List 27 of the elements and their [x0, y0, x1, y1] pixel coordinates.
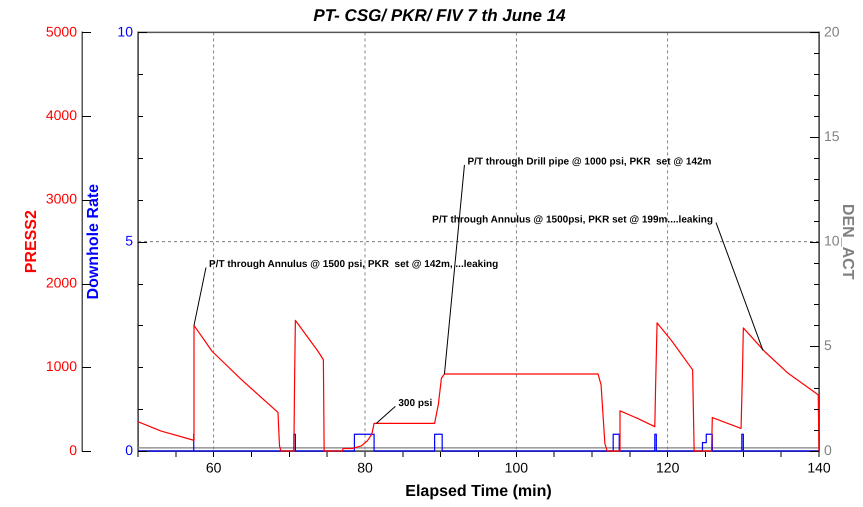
y-tick-label: 3000 [46, 190, 78, 207]
x-tick-label: 100 [504, 459, 528, 476]
x-tick-label: 60 [206, 459, 222, 476]
x-tick-label: 80 [357, 459, 373, 476]
y-tick-label: 0 [69, 442, 78, 458]
y3-tick-label: 0 [824, 442, 832, 458]
y3-tick-label: 20 [824, 23, 840, 40]
chart-title: PT- CSG/ PKR/ FIV 7 th June 14 [313, 6, 566, 25]
y-tick-label: 4000 [46, 106, 78, 123]
annotation: P/T through Annulus @ 1500 psi, PKR set @ 142m, ...leaking [208, 259, 498, 270]
y2-tick-label: 5 [125, 232, 134, 249]
y-axis-title: PRESS2 [23, 210, 40, 274]
y2-axis-title: Downhole Rate [85, 184, 102, 300]
y3-tick-label: 5 [824, 337, 832, 354]
y-tick-label: 2000 [46, 274, 78, 290]
y-tick-label: 5000 [46, 23, 78, 40]
y3-axis-title: DEN_ACT [838, 204, 856, 280]
y2-tick-label: 0 [125, 442, 134, 458]
annotation: 300 psi [398, 398, 432, 410]
y3-tick-label: 10 [824, 232, 840, 249]
annotation: P/T through Drill pipe @ 1000 psi, PKR set @ 142m [467, 156, 712, 168]
x-tick-label: 120 [656, 459, 680, 476]
y3-tick-label: 15 [824, 128, 840, 144]
x-axis-title: Elapsed Time (min) [405, 482, 552, 500]
y-tick-label: 1000 [46, 358, 78, 374]
x-tick-label: 140 [807, 459, 831, 476]
y2-tick-label: 10 [117, 23, 134, 40]
